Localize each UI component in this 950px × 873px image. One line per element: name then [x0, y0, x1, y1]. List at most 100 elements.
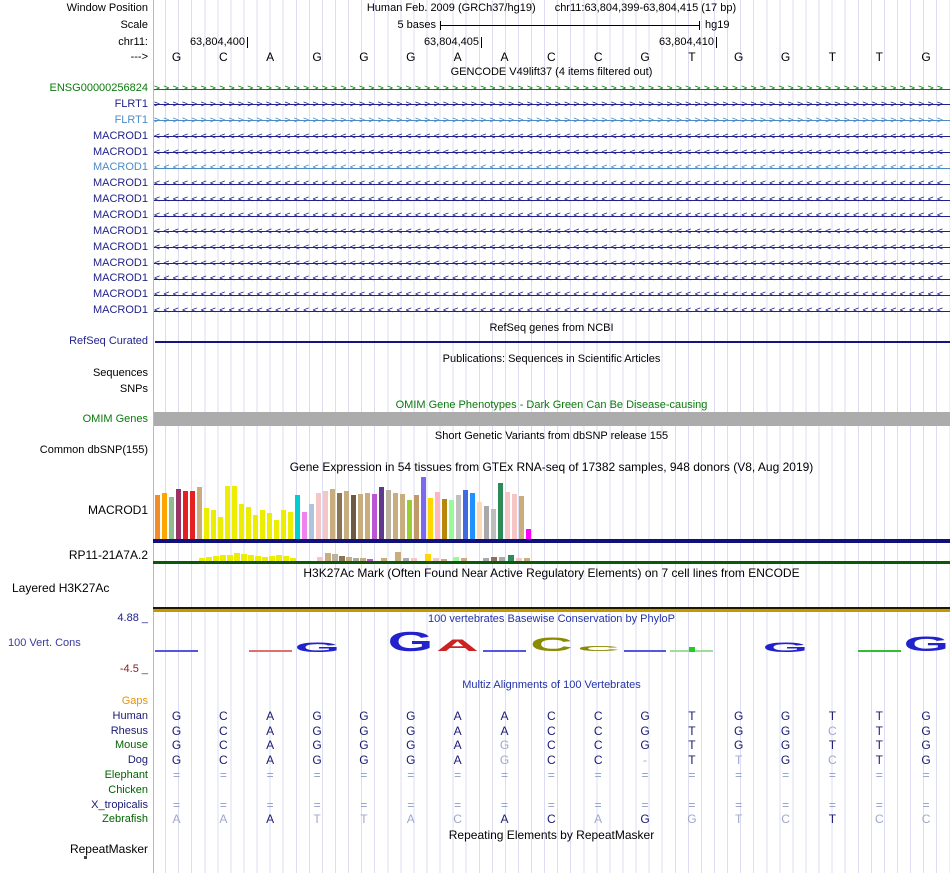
rp11-expression-bar[interactable]	[483, 558, 489, 561]
alignment-base[interactable]: A	[172, 812, 181, 827]
alignment-base[interactable]: =	[313, 768, 321, 782]
alignment-base[interactable]: T	[828, 708, 837, 723]
phylop-logo-glyph[interactable]: A	[436, 636, 479, 655]
gtex-expression-bar[interactable]	[435, 492, 440, 539]
gtex-expression-bar[interactable]	[365, 493, 370, 539]
alignment-base[interactable]: G	[780, 723, 791, 738]
gtex-expression-bar[interactable]	[477, 502, 482, 539]
alignment-base[interactable]: =	[688, 768, 696, 782]
alignment-base[interactable]: T	[875, 753, 883, 768]
alignment-base[interactable]: G	[734, 723, 744, 738]
alignment-base[interactable]: T	[688, 708, 696, 723]
alignment-base[interactable]: A	[266, 708, 275, 723]
rp11-expression-bar[interactable]	[248, 555, 254, 561]
gtex-expression-bar[interactable]	[169, 497, 174, 539]
phylop-logo-glyph[interactable]: C	[530, 634, 573, 656]
alignment-base[interactable]: G	[359, 708, 369, 723]
gtex-expression-bar[interactable]	[295, 495, 300, 539]
alignment-base[interactable]: C	[453, 812, 462, 827]
gene-track-arrows[interactable]: <<<<<<<<<<<<<<<<<<<<<<<<<<<<<<<<<<<<<<<<…	[154, 162, 950, 175]
gtex-expression-bar[interactable]	[337, 493, 342, 539]
alignment-base[interactable]: C	[219, 708, 228, 723]
gtex-expression-bar[interactable]	[197, 487, 202, 539]
alignment-base[interactable]: A	[453, 738, 462, 753]
gtex-expression-bar[interactable]	[309, 504, 314, 539]
alignment-base[interactable]: C	[593, 753, 603, 768]
gene-track-arrows[interactable]: >>>>>>>>>>>>>>>>>>>>>>>>>>>>>>>>>>>>>>>>…	[154, 114, 950, 127]
gtex-expression-bar[interactable]	[267, 513, 272, 539]
rp11-expression-bar[interactable]	[508, 555, 514, 561]
alignment-base[interactable]: C	[219, 738, 228, 753]
alignment-base[interactable]: G	[171, 753, 182, 768]
gtex-expression-bar[interactable]	[407, 500, 412, 539]
gtex-expression-bar[interactable]	[400, 494, 405, 539]
alignment-base[interactable]: =	[219, 797, 227, 812]
rp11-expression-bar[interactable]	[220, 555, 226, 561]
alignment-base[interactable]: C	[219, 723, 228, 738]
alignment-base[interactable]: A	[453, 708, 462, 723]
gtex-expression-bar[interactable]	[484, 506, 489, 539]
alignment-base[interactable]: =	[828, 797, 836, 812]
gene-track-arrows[interactable]: >>>>>>>>>>>>>>>>>>>>>>>>>>>>>>>>>>>>>>>>…	[154, 98, 950, 111]
rp11-expression-bar[interactable]	[206, 557, 212, 561]
rp11-expression-bar[interactable]	[411, 558, 417, 561]
rp11-baseline[interactable]	[153, 561, 950, 564]
alignment-base[interactable]: T	[313, 812, 321, 827]
gtex-expression-bar[interactable]	[414, 495, 419, 539]
gtex-expression-bar[interactable]	[323, 491, 328, 539]
rp11-expression-bar[interactable]	[453, 557, 459, 561]
gtex-expression-bar[interactable]	[260, 510, 265, 539]
rp11-expression-bar[interactable]	[213, 556, 219, 561]
alignment-base[interactable]: G	[359, 753, 369, 768]
gtex-expression-bar[interactable]	[456, 495, 461, 539]
rp11-expression-bar[interactable]	[461, 558, 467, 561]
alignment-base[interactable]: =	[688, 797, 696, 812]
gene-track-arrows[interactable]: <<<<<<<<<<<<<<<<<<<<<<<<<<<<<<<<<<<<<<<<…	[154, 130, 950, 143]
rp11-expression-bar[interactable]	[283, 556, 289, 561]
alignment-base[interactable]: =	[922, 768, 930, 782]
alignment-base[interactable]: G	[687, 812, 697, 827]
gene-track-arrows[interactable]: <<<<<<<<<<<<<<<<<<<<<<<<<<<<<<<<<<<<<<<<…	[154, 273, 950, 286]
gene-track-arrows[interactable]: <<<<<<<<<<<<<<<<<<<<<<<<<<<<<<<<<<<<<<<<…	[154, 305, 950, 318]
alignment-base[interactable]: G	[780, 708, 791, 723]
gtex-expression-bar[interactable]	[316, 493, 321, 539]
alignment-base[interactable]: G	[921, 708, 931, 723]
gtex-expression-bar[interactable]	[463, 490, 468, 539]
alignment-base[interactable]: G	[359, 738, 369, 753]
alignment-base[interactable]: G	[640, 812, 650, 827]
gtex-baseline[interactable]	[153, 539, 950, 543]
phylop-logo-glyph[interactable]: G	[903, 633, 949, 656]
alignment-base[interactable]: =	[500, 797, 508, 812]
alignment-base[interactable]: T	[688, 723, 696, 738]
gtex-expression-bar[interactable]	[239, 504, 244, 539]
alignment-base[interactable]: G	[921, 738, 931, 753]
rp11-expression-bar[interactable]	[199, 558, 205, 561]
gtex-expression-bar[interactable]	[505, 492, 510, 539]
gtex-expression-bar[interactable]	[281, 510, 286, 539]
alignment-base[interactable]: A	[453, 753, 462, 768]
gene-track-arrows[interactable]: <<<<<<<<<<<<<<<<<<<<<<<<<<<<<<<<<<<<<<<<…	[154, 225, 950, 238]
alignment-base[interactable]: A	[266, 753, 275, 768]
phylop-logo-glyph[interactable]	[248, 650, 292, 652]
gtex-expression-bar[interactable]	[190, 491, 195, 539]
rp11-expression-bar[interactable]	[255, 556, 261, 561]
alignment-base[interactable]: =	[266, 797, 274, 812]
alignment-base[interactable]: A	[500, 708, 509, 723]
gtex-expression-bar[interactable]	[358, 494, 363, 539]
gene-track-arrows[interactable]: <<<<<<<<<<<<<<<<<<<<<<<<<<<<<<<<<<<<<<<<…	[154, 289, 950, 302]
omim-gene-bar[interactable]	[154, 412, 950, 426]
alignment-base[interactable]: =	[594, 768, 602, 782]
phylop-logo-glyph[interactable]: G	[294, 639, 340, 655]
alignment-base[interactable]: G	[312, 753, 322, 768]
alignment-base[interactable]: =	[641, 797, 649, 812]
rp11-expression-bar[interactable]	[269, 556, 275, 561]
alignment-base[interactable]: =	[407, 797, 415, 812]
rp11-expression-bar[interactable]	[317, 557, 323, 561]
alignment-base[interactable]: G	[921, 723, 931, 738]
alignment-base[interactable]: =	[735, 768, 743, 782]
phylop-logo-glyph[interactable]: C	[577, 646, 620, 653]
gtex-expression-bar[interactable]	[470, 493, 475, 539]
alignment-base[interactable]: =	[266, 768, 274, 782]
gtex-expression-bar[interactable]	[211, 510, 216, 539]
alignment-base[interactable]: G	[171, 723, 182, 738]
